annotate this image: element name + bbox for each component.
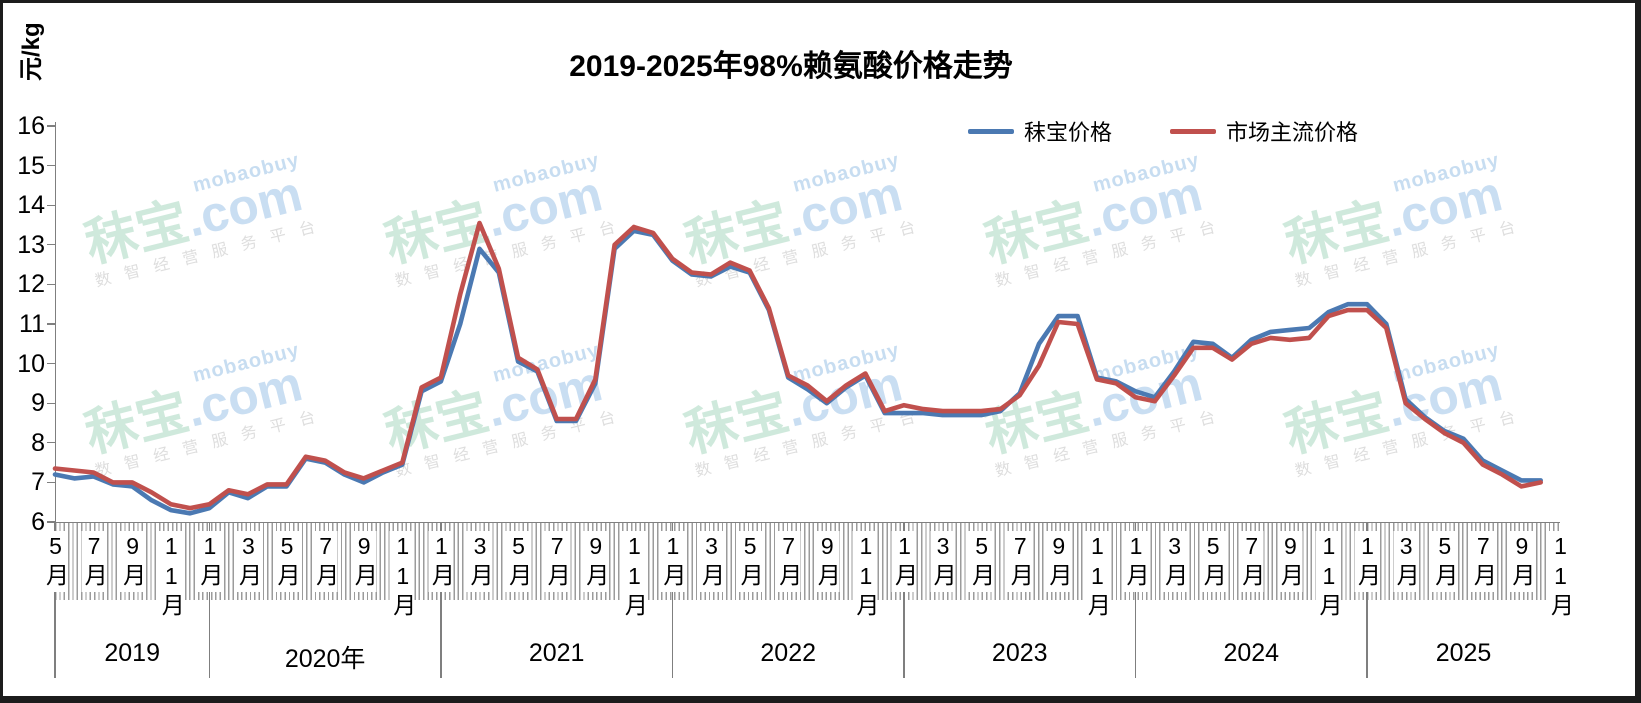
y-axis-tick-label: 7 bbox=[31, 468, 45, 497]
x-axis-month-label: 5月 bbox=[505, 531, 532, 592]
x-axis-month-label: 11月 bbox=[1315, 531, 1342, 622]
x-axis-year-label: 2021 bbox=[528, 639, 585, 667]
x-axis-month-label: 3月 bbox=[930, 531, 957, 592]
x-axis-month-label: 5月 bbox=[42, 531, 69, 592]
x-axis-month-label: 5月 bbox=[968, 531, 995, 592]
blue-line-swatch-icon bbox=[968, 128, 1014, 134]
x-axis-month-label: 5月 bbox=[737, 531, 764, 592]
y-axis-tick-label: 15 bbox=[17, 151, 45, 180]
x-axis-year-separator bbox=[54, 522, 56, 678]
x-axis-month-label: 7月 bbox=[81, 531, 108, 592]
x-axis-month-label: 7月 bbox=[312, 531, 339, 592]
x-axis-month-label: 9月 bbox=[119, 531, 146, 592]
x-axis-month-label: 5月 bbox=[274, 531, 301, 592]
y-axis-tick-label: 6 bbox=[31, 508, 45, 536]
y-axis-tick-label: 14 bbox=[17, 191, 45, 220]
legend-label: 秣宝价格 bbox=[1024, 120, 1113, 145]
x-axis-month-label: 5月 bbox=[1431, 531, 1458, 592]
y-axis-tick bbox=[47, 323, 56, 325]
legend: 秣宝价格 市场主流价格 bbox=[968, 115, 1358, 147]
x-axis-year-separator bbox=[1366, 522, 1368, 678]
y-axis-title: 元/kg bbox=[18, 22, 45, 81]
x-axis-month-label: 3月 bbox=[698, 531, 725, 592]
x-axis-year-separator bbox=[671, 522, 674, 678]
y-axis-tick-label: 13 bbox=[17, 230, 45, 259]
x-axis-month-label: 1月 bbox=[1123, 531, 1149, 592]
y-axis-tick-label: 8 bbox=[31, 428, 45, 457]
x-axis-year-label: 2019 bbox=[104, 639, 160, 667]
y-axis-tick bbox=[47, 402, 56, 404]
market-price-line bbox=[52, 220, 1543, 511]
y-axis-tick-label: 10 bbox=[17, 349, 45, 378]
y-axis-tick bbox=[47, 442, 56, 444]
x-axis-month-label: 9月 bbox=[1277, 531, 1304, 592]
mobao-price-line bbox=[52, 228, 1543, 516]
x-axis-month-label: 5月 bbox=[1200, 531, 1227, 592]
x-axis-year-label: 2023 bbox=[991, 639, 1048, 667]
x-axis-month-label: 1月 bbox=[1354, 531, 1381, 592]
x-axis-year-label: 2024 bbox=[1223, 639, 1280, 667]
x-axis-month-label: 11月 bbox=[158, 531, 185, 622]
y-axis-tick bbox=[47, 204, 56, 206]
x-axis-line bbox=[55, 522, 1560, 524]
x-axis-month-label: 11月 bbox=[621, 531, 648, 622]
legend-label: 市场主流价格 bbox=[1226, 120, 1359, 145]
y-axis-tick bbox=[47, 481, 56, 484]
x-axis-year-label: 2022 bbox=[760, 639, 817, 667]
x-axis-month-label: 3月 bbox=[1161, 531, 1188, 592]
x-axis-year-separator bbox=[208, 522, 211, 678]
legend-item-market: 市场主流价格 bbox=[1170, 115, 1358, 147]
x-axis-weekly-tick-band bbox=[55, 522, 1561, 600]
y-axis-tick bbox=[47, 244, 56, 246]
x-axis-month-label: 11月 bbox=[389, 531, 416, 622]
x-axis-month-label: 11月 bbox=[1084, 531, 1111, 622]
x-axis-year-separator bbox=[440, 522, 442, 678]
x-axis-year-label: 2025 bbox=[1435, 639, 1492, 667]
x-axis-month-label: 9月 bbox=[351, 531, 378, 592]
y-axis-tick-label: 16 bbox=[17, 112, 45, 140]
page-title: 2019-2025年98%赖氨酸价格走势 bbox=[569, 50, 1013, 83]
x-axis-month-label: 1月 bbox=[428, 531, 455, 592]
y-axis-tick bbox=[47, 362, 56, 365]
x-axis-month-label: 7月 bbox=[544, 531, 571, 592]
x-axis-month-label: 7月 bbox=[1470, 531, 1497, 592]
y-axis-tick bbox=[47, 164, 56, 167]
x-axis-month-label: 3月 bbox=[1393, 531, 1420, 592]
x-axis-month-label: 9月 bbox=[582, 531, 609, 592]
y-axis-tick-label: 9 bbox=[31, 389, 45, 418]
x-axis-year-separator bbox=[903, 522, 905, 678]
legend-item-mobao: 秣宝价格 bbox=[968, 115, 1112, 147]
x-axis-month-label: 7月 bbox=[1007, 531, 1034, 592]
x-axis-year-label: 2020年 bbox=[284, 645, 366, 673]
x-axis-month-label: 9月 bbox=[814, 531, 841, 592]
y-axis-tick-label: 12 bbox=[17, 270, 45, 299]
x-axis-month-label: 9月 bbox=[1508, 531, 1535, 592]
y-axis-tick-label: 11 bbox=[19, 310, 45, 338]
y-axis-tick bbox=[47, 521, 56, 523]
red-line-swatch-icon bbox=[1170, 128, 1217, 134]
x-axis-month-label: 3月 bbox=[466, 531, 493, 592]
x-axis-month-label: 9月 bbox=[1045, 531, 1072, 592]
x-axis-month-label: 3月 bbox=[235, 531, 262, 592]
x-axis-month-label: 7月 bbox=[775, 531, 802, 592]
x-axis-month-label: 7月 bbox=[1238, 531, 1265, 592]
y-axis-tick bbox=[47, 283, 56, 286]
price-line-plot bbox=[52, 220, 1543, 516]
y-axis-tick bbox=[47, 125, 56, 127]
x-axis-month-label: 1月 bbox=[891, 531, 918, 592]
x-axis-month-label: 1月 bbox=[196, 531, 223, 592]
x-axis-month-label: 1月 bbox=[659, 531, 686, 592]
y-axis-line bbox=[55, 122, 57, 522]
x-axis-month-label: 11月 bbox=[1547, 531, 1574, 622]
x-axis-year-separator bbox=[1134, 522, 1137, 678]
x-axis-month-label: 11月 bbox=[852, 531, 879, 622]
